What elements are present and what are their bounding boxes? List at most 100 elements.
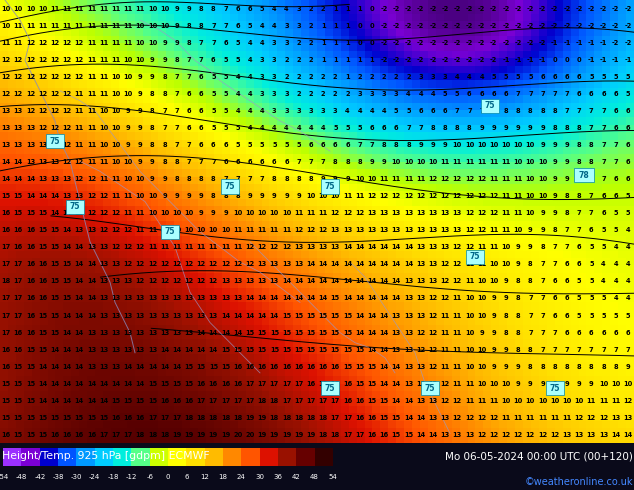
Text: 8: 8 (467, 125, 472, 131)
Text: 17: 17 (318, 398, 328, 404)
Text: 12: 12 (428, 346, 437, 353)
Text: 8: 8 (150, 142, 155, 148)
Text: 14: 14 (392, 295, 401, 301)
Text: 13: 13 (197, 313, 206, 318)
Text: -2: -2 (612, 5, 619, 12)
Text: 5: 5 (626, 74, 630, 80)
Text: 2: 2 (333, 91, 337, 97)
Text: 8: 8 (211, 176, 216, 182)
Text: -2: -2 (429, 40, 437, 46)
Text: 15: 15 (392, 415, 401, 421)
Text: 11: 11 (465, 398, 474, 404)
Text: 9: 9 (199, 210, 204, 216)
Text: 8: 8 (552, 108, 557, 114)
Text: 12: 12 (282, 245, 291, 250)
Text: 16: 16 (172, 398, 181, 404)
Text: 15: 15 (111, 398, 120, 404)
FancyBboxPatch shape (161, 225, 179, 239)
Text: 9: 9 (491, 313, 496, 318)
FancyBboxPatch shape (221, 179, 239, 194)
Text: 16: 16 (160, 398, 169, 404)
Text: 15: 15 (75, 415, 84, 421)
Text: 6: 6 (235, 23, 240, 28)
Text: 12: 12 (38, 57, 48, 63)
Text: 4: 4 (614, 295, 618, 301)
Text: 10: 10 (111, 74, 120, 80)
Text: 14: 14 (331, 278, 340, 284)
Text: 3: 3 (272, 57, 276, 63)
Text: 8: 8 (186, 176, 191, 182)
Text: 15: 15 (306, 346, 316, 353)
Text: 17: 17 (245, 381, 255, 387)
Text: 11: 11 (501, 210, 510, 216)
Text: -1: -1 (600, 57, 607, 63)
Text: 10: 10 (26, 5, 35, 12)
Text: 7: 7 (540, 91, 545, 97)
Text: 12: 12 (441, 176, 450, 182)
Text: 13: 13 (75, 193, 84, 199)
Text: 75: 75 (165, 227, 175, 236)
Text: 19: 19 (184, 432, 193, 438)
Text: 14: 14 (233, 313, 242, 318)
Text: 0: 0 (565, 57, 569, 63)
Text: 6: 6 (235, 159, 240, 165)
Text: 12: 12 (233, 261, 242, 268)
Text: 1: 1 (345, 40, 350, 46)
Text: 7: 7 (235, 176, 240, 182)
Text: 14: 14 (343, 261, 352, 268)
Bar (223, 448, 242, 466)
Bar (186, 448, 205, 466)
Text: 12: 12 (416, 346, 425, 353)
Text: 11: 11 (233, 227, 242, 233)
Text: 11: 11 (514, 193, 523, 199)
Text: 10: 10 (111, 159, 120, 165)
Text: 14: 14 (367, 245, 377, 250)
Text: 7: 7 (565, 91, 569, 97)
Text: 16: 16 (26, 227, 35, 233)
Text: 7: 7 (540, 313, 545, 318)
Text: -2: -2 (612, 23, 619, 28)
Text: 12: 12 (62, 91, 72, 97)
Text: 18: 18 (209, 415, 218, 421)
Text: 17: 17 (111, 432, 120, 438)
Text: 12: 12 (75, 40, 84, 46)
Text: 16: 16 (136, 415, 145, 421)
Text: 10: 10 (489, 278, 498, 284)
Text: 15: 15 (184, 381, 193, 387)
Text: 5: 5 (260, 142, 264, 148)
Text: 12: 12 (26, 74, 35, 80)
Text: 4: 4 (614, 261, 618, 268)
Text: 1: 1 (333, 5, 337, 12)
Text: 1: 1 (358, 57, 362, 63)
Text: 10: 10 (465, 364, 474, 369)
Text: 6: 6 (577, 245, 581, 250)
Text: 16: 16 (1, 210, 11, 216)
Text: 6: 6 (186, 125, 191, 131)
Text: 2: 2 (309, 5, 313, 12)
Text: 9: 9 (138, 74, 143, 80)
Text: 5: 5 (248, 142, 252, 148)
Text: 4: 4 (626, 295, 630, 301)
Text: 13: 13 (184, 313, 193, 318)
Text: 14: 14 (623, 432, 633, 438)
Text: 6: 6 (199, 142, 204, 148)
Text: 11: 11 (514, 176, 523, 182)
Text: 13: 13 (172, 295, 181, 301)
Text: 13: 13 (404, 346, 413, 353)
Text: 4: 4 (284, 125, 289, 131)
Text: 8: 8 (503, 330, 508, 336)
Text: 11: 11 (75, 142, 84, 148)
Text: 15: 15 (50, 295, 60, 301)
Text: 19: 19 (282, 432, 291, 438)
Text: 14: 14 (379, 313, 389, 318)
Text: -2: -2 (478, 5, 485, 12)
Text: 3: 3 (358, 91, 362, 97)
Text: 14: 14 (172, 364, 181, 369)
Text: 6: 6 (614, 193, 618, 199)
Text: 15: 15 (87, 415, 96, 421)
Text: 15: 15 (38, 346, 48, 353)
Text: 14: 14 (38, 398, 48, 404)
Text: 18: 18 (160, 432, 169, 438)
Text: 9: 9 (126, 142, 131, 148)
Text: 14: 14 (62, 245, 72, 250)
